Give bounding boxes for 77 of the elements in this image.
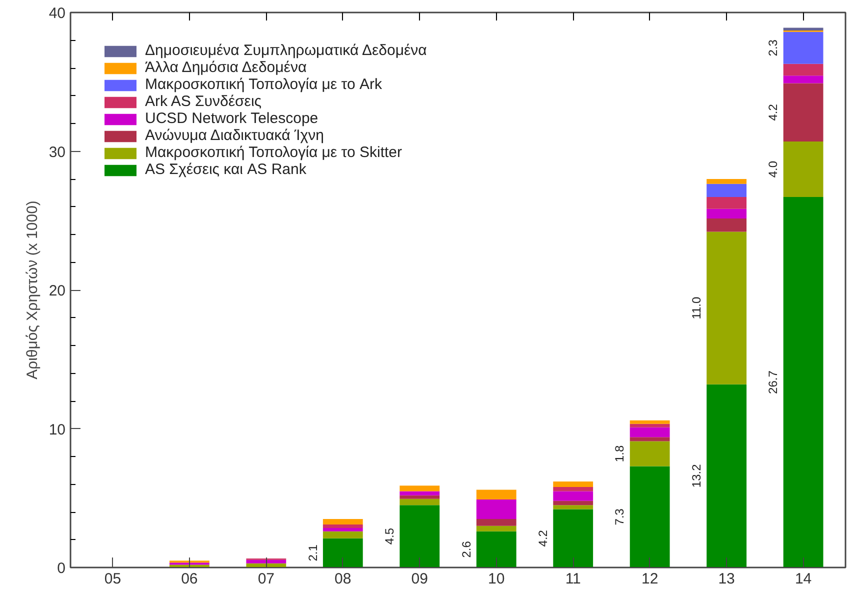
y-tick-label: 30 <box>48 144 66 161</box>
x-tick-label: 05 <box>104 570 122 588</box>
x-tick-label: 10 <box>488 570 505 588</box>
bar <box>630 427 670 438</box>
data-label: 4.5 <box>382 528 397 545</box>
bar <box>476 526 516 532</box>
data-label: 2.1 <box>306 544 320 562</box>
y-axis-title: Αριθμός Χρηστών (x 1000) <box>24 200 41 380</box>
bar <box>322 531 363 538</box>
x-tick-label: 09 <box>411 570 428 588</box>
bar <box>630 466 670 568</box>
bar <box>476 531 516 568</box>
bar <box>322 538 363 568</box>
bar <box>706 384 747 568</box>
data-label: 2.3 <box>766 39 780 56</box>
bar <box>553 500 594 506</box>
bar <box>476 490 516 500</box>
legend-label: Δημοσιευμένα Συμπληρωματικά Δεδομένα <box>145 42 427 59</box>
data-label: 1.8 <box>612 445 627 462</box>
bar <box>553 491 594 501</box>
bar <box>630 420 670 424</box>
x-tick-label: 12 <box>641 570 658 588</box>
x-tick-label: 06 <box>181 570 198 588</box>
bar <box>783 197 824 568</box>
y-tick-label: 0 <box>57 560 66 577</box>
bar <box>706 218 747 232</box>
data-label: 7.3 <box>612 508 627 526</box>
bar <box>783 64 824 76</box>
data-label: 4.2 <box>766 104 780 121</box>
bar <box>400 491 440 496</box>
bar <box>630 424 670 428</box>
data-label: 4.2 <box>536 530 550 547</box>
x-tick-label: 08 <box>334 570 352 588</box>
data-label: 13.2 <box>689 464 704 488</box>
x-tick-label: 13 <box>718 570 735 588</box>
bar <box>322 528 363 532</box>
bar <box>783 83 824 142</box>
y-tick-label: 10 <box>48 421 66 438</box>
bar <box>706 232 747 384</box>
bar <box>322 524 363 528</box>
bar <box>476 518 516 526</box>
x-tick-label: 14 <box>794 570 812 588</box>
bar <box>400 498 440 506</box>
data-label: 11.0 <box>689 296 704 320</box>
x-tick-label: 07 <box>258 570 275 588</box>
bar <box>706 184 747 198</box>
bar <box>783 76 824 84</box>
bar <box>553 505 594 510</box>
x-tick-label: 11 <box>565 570 581 588</box>
legend-label: UCSD Network Telescope <box>145 110 318 127</box>
legend-label: Μακροσκοπική Τοπολογία με το Ark <box>145 76 382 93</box>
y-tick-label: 40 <box>48 5 66 22</box>
legend-label: Ανώνυμα Διαδικτυακά Ίχνη <box>145 127 324 144</box>
bar <box>553 487 594 492</box>
bar <box>706 208 747 219</box>
bar <box>400 495 440 499</box>
bar <box>783 32 824 64</box>
y-tick-label: 20 <box>48 282 66 300</box>
legend-label: Μακροσκοπική Τοπολογία με το Skitter <box>145 144 402 161</box>
bar <box>400 486 440 492</box>
bar <box>630 441 670 466</box>
bar <box>476 500 516 519</box>
bar <box>246 560 286 564</box>
bar <box>553 481 594 488</box>
data-label: 4.0 <box>766 160 780 178</box>
bar <box>706 197 747 209</box>
bar <box>400 505 440 568</box>
bar <box>630 437 670 442</box>
legend-label: AS Σχέσεις και AS Rank <box>145 161 306 178</box>
data-label: 2.6 <box>459 540 474 558</box>
bar <box>322 518 363 524</box>
bar <box>783 142 824 198</box>
legend-label: Άλλα Δημόσια Δεδομένα <box>145 59 307 76</box>
legend-label: Ark AS Συνδέσεις <box>145 93 262 110</box>
bar <box>706 179 747 184</box>
bar <box>553 509 594 568</box>
data-label: 26.7 <box>766 370 780 394</box>
